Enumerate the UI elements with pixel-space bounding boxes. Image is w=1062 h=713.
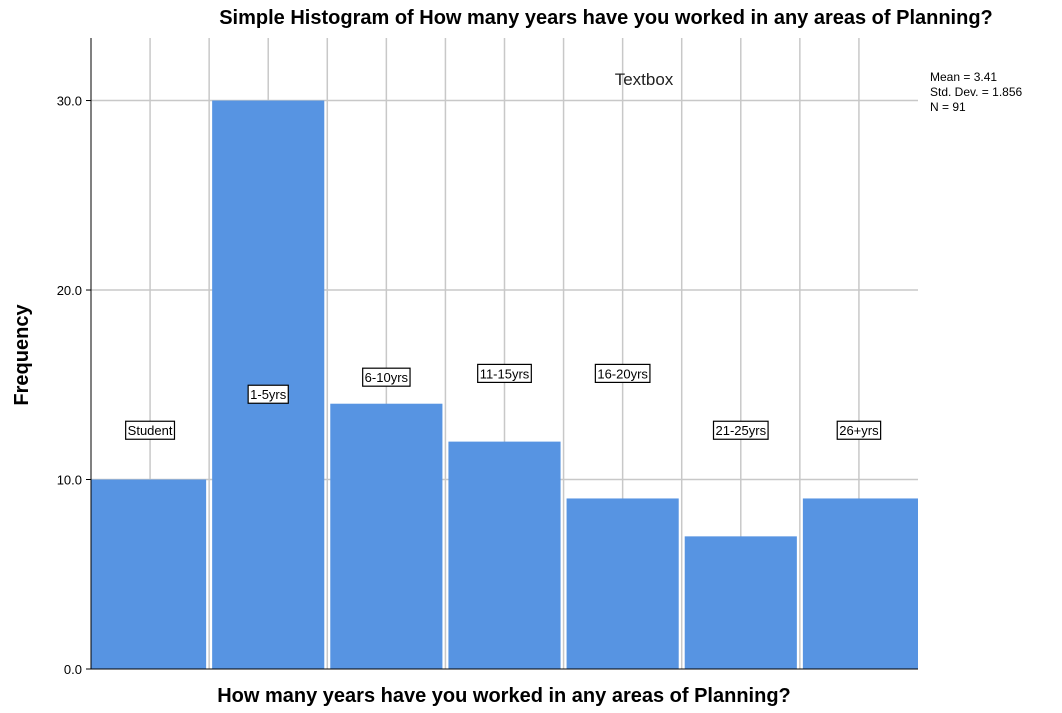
bar-labels: Student 1-5yrs 6-10yrs 11-15yrs 16-20yrs 21-2…: [125, 363, 882, 440]
category-label: Student: [125, 420, 176, 440]
category-label: 6-10yrs: [362, 367, 411, 387]
textbox-annotation: Textbox: [615, 70, 674, 89]
svg-text:21-25yrs: 21-25yrs: [715, 423, 766, 438]
y-axis-title: Frequency: [11, 304, 33, 406]
svg-text:26+yrs: 26+yrs: [839, 423, 879, 438]
category-label: 1-5yrs: [247, 384, 289, 404]
bar-26-yrs: [802, 498, 918, 669]
svg-text:Student: Student: [128, 423, 173, 438]
category-label: 26+yrs: [836, 420, 882, 440]
svg-text:6-10yrs: 6-10yrs: [365, 370, 409, 385]
bar-21-25yrs: [684, 536, 797, 669]
stat-std-dev: Std. Dev. = 1.856: [930, 85, 1022, 99]
category-label: 16-20yrs: [594, 363, 651, 383]
category-label: 21-25yrs: [712, 420, 769, 440]
svg-text:11-15yrs: 11-15yrs: [480, 366, 530, 381]
bars: [91, 100, 918, 669]
bar-6-10yrs: [330, 403, 443, 669]
svg-text:1-5yrs: 1-5yrs: [250, 387, 287, 402]
stat-n: N = 91: [930, 100, 966, 114]
category-label: 11-15yrs: [477, 363, 532, 383]
y-tick-label: 0.0: [64, 662, 82, 677]
bar-16-20yrs: [566, 498, 679, 669]
y-ticks: 0.0 10.0 20.0 30.0: [57, 94, 91, 677]
stat-mean: Mean = 3.41: [930, 70, 997, 84]
y-tick-label: 20.0: [57, 283, 82, 298]
chart-title: Simple Histogram of How many years have …: [219, 7, 993, 29]
y-tick-label: 10.0: [57, 473, 82, 488]
y-tick-label: 30.0: [57, 94, 82, 109]
bar-student: [91, 479, 207, 669]
svg-text:16-20yrs: 16-20yrs: [597, 366, 648, 381]
x-axis-title: How many years have you worked in any ar…: [217, 685, 791, 707]
bar-11-15yrs: [448, 441, 561, 669]
